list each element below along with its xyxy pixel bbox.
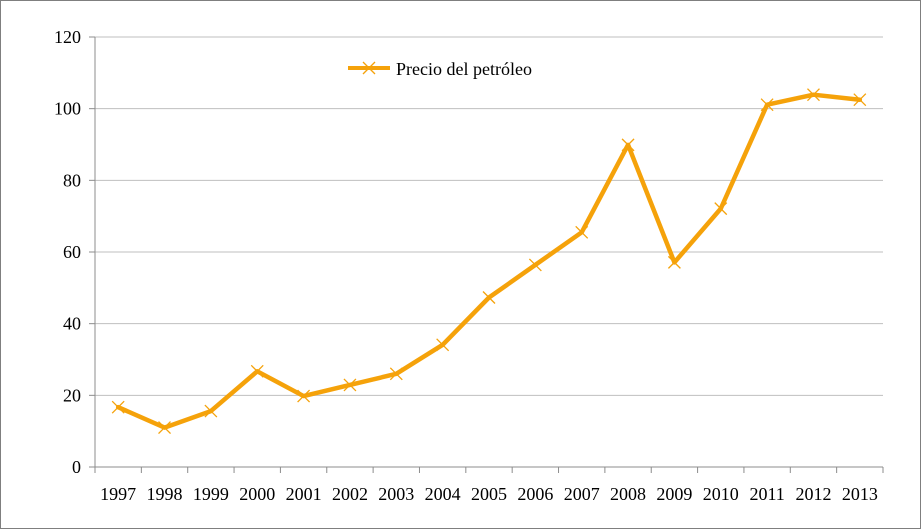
data-point-marker bbox=[111, 400, 125, 414]
marker-stroke bbox=[158, 421, 171, 435]
x-tick-label: 2004 bbox=[425, 484, 461, 504]
x-tick-label: 1998 bbox=[147, 484, 183, 504]
marker-stroke bbox=[482, 291, 496, 304]
legend: Precio del petróleo bbox=[348, 59, 532, 79]
x-tick-label: 2011 bbox=[749, 484, 784, 504]
x-tick-label: 2007 bbox=[564, 484, 600, 504]
marker-stroke bbox=[807, 88, 820, 102]
data-point-marker bbox=[482, 291, 496, 304]
x-tick-label: 2008 bbox=[610, 484, 646, 504]
data-point-marker bbox=[158, 421, 171, 435]
y-tick-label: 80 bbox=[63, 170, 81, 190]
legend-marker-x bbox=[362, 61, 376, 75]
marker-stroke bbox=[760, 98, 774, 112]
x-tick-label: 2013 bbox=[842, 484, 878, 504]
y-tick-label: 20 bbox=[63, 385, 81, 405]
y-tick-label: 40 bbox=[63, 314, 81, 334]
y-tick-label: 100 bbox=[54, 99, 81, 119]
data-point-marker bbox=[714, 202, 728, 216]
data-point-marker bbox=[389, 367, 403, 381]
x-tick-label: 2012 bbox=[795, 484, 831, 504]
y-tick-labels: 0 20 40 60 80 100 120 bbox=[54, 27, 81, 477]
x-tick-label: 2006 bbox=[517, 484, 553, 504]
data-point-marker bbox=[528, 258, 542, 272]
marker-stroke bbox=[575, 225, 589, 239]
x-tick-label: 2000 bbox=[239, 484, 275, 504]
data-point-marker bbox=[621, 138, 635, 152]
marker-stroke bbox=[853, 93, 867, 107]
data-point-marker bbox=[760, 98, 774, 112]
data-point-marker bbox=[204, 404, 218, 418]
x-tick-labels: 1997 1998 1999 2000 2001 2002 2003 2004 2005 2006… bbox=[100, 484, 878, 504]
x-tick-label: 2002 bbox=[332, 484, 368, 504]
axes bbox=[94, 37, 884, 473]
marker-stroke bbox=[343, 378, 357, 392]
x-tick-label: 2010 bbox=[703, 484, 739, 504]
data-point-marker bbox=[297, 389, 311, 403]
data-point-marker bbox=[436, 338, 450, 352]
y-tick-label: 120 bbox=[54, 27, 81, 47]
marker-stroke bbox=[111, 400, 125, 414]
data-point-marker bbox=[575, 225, 589, 239]
series-group bbox=[111, 88, 867, 435]
marker-stroke bbox=[362, 61, 376, 75]
x-tick-label: 2005 bbox=[471, 484, 507, 504]
x-tick-label: 2001 bbox=[286, 484, 322, 504]
data-point-marker bbox=[343, 378, 357, 392]
marker-stroke bbox=[436, 338, 450, 352]
y-tick-label: 0 bbox=[72, 457, 81, 477]
marker-stroke bbox=[621, 138, 635, 152]
x-tick-label: 1999 bbox=[193, 484, 229, 504]
data-point-marker bbox=[250, 364, 264, 378]
data-point-marker bbox=[807, 88, 820, 102]
marker-stroke bbox=[204, 404, 218, 418]
series-line bbox=[115, 92, 863, 430]
y-tick-label: 60 bbox=[63, 242, 81, 262]
data-point-marker bbox=[853, 93, 867, 107]
x-tick-label: 1997 bbox=[100, 484, 136, 504]
data-point-marker bbox=[667, 255, 681, 269]
marker-stroke bbox=[389, 367, 403, 381]
x-tick-label: 2003 bbox=[378, 484, 414, 504]
marker-stroke bbox=[667, 255, 681, 269]
marker-stroke bbox=[297, 389, 311, 403]
marker-stroke bbox=[250, 364, 264, 378]
marker-stroke bbox=[528, 258, 542, 272]
x-tick-label: 2009 bbox=[656, 484, 692, 504]
legend-label: Precio del petróleo bbox=[396, 59, 532, 79]
marker-stroke bbox=[714, 202, 728, 216]
